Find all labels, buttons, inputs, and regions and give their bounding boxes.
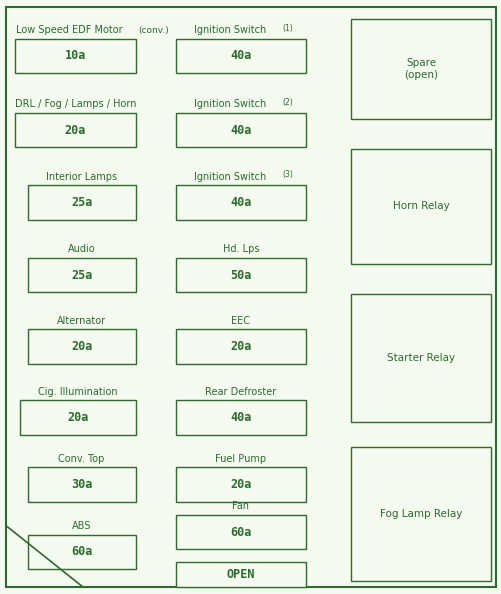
- Bar: [28, 329, 135, 364]
- Text: ABS: ABS: [72, 521, 91, 531]
- Bar: [28, 185, 135, 220]
- Bar: [175, 515, 306, 549]
- Text: 40a: 40a: [230, 124, 251, 137]
- Text: Ignition Switch: Ignition Switch: [194, 25, 266, 35]
- Text: 20a: 20a: [71, 340, 92, 353]
- Text: Low Speed EDF Motor: Low Speed EDF Motor: [16, 25, 122, 35]
- Text: Cig. Illumination: Cig. Illumination: [38, 387, 117, 397]
- Text: (3): (3): [282, 170, 293, 179]
- Text: 20a: 20a: [67, 411, 88, 424]
- Text: (1): (1): [282, 24, 293, 33]
- Text: 25a: 25a: [71, 196, 92, 209]
- Text: Horn Relay: Horn Relay: [392, 201, 449, 211]
- Text: Rear Defroster: Rear Defroster: [205, 387, 276, 397]
- Bar: [175, 113, 306, 147]
- Bar: [351, 294, 490, 422]
- Bar: [15, 39, 135, 73]
- Bar: [175, 467, 306, 502]
- Bar: [351, 19, 490, 119]
- Text: 20a: 20a: [65, 124, 86, 137]
- Bar: [175, 562, 306, 587]
- Text: OPEN: OPEN: [226, 568, 255, 581]
- Bar: [175, 258, 306, 292]
- Text: Fuel Pump: Fuel Pump: [215, 454, 266, 464]
- Text: 40a: 40a: [230, 196, 251, 209]
- Text: 40a: 40a: [230, 49, 251, 62]
- Bar: [175, 400, 306, 435]
- Text: Spare
(open): Spare (open): [403, 58, 437, 80]
- Text: Interior Lamps: Interior Lamps: [46, 172, 117, 182]
- Bar: [28, 258, 135, 292]
- Text: Fog Lamp Relay: Fog Lamp Relay: [379, 509, 461, 519]
- Bar: [175, 329, 306, 364]
- Text: 20a: 20a: [230, 340, 251, 353]
- Text: 60a: 60a: [230, 526, 251, 539]
- Text: 20a: 20a: [230, 478, 251, 491]
- Text: 50a: 50a: [230, 268, 251, 282]
- Bar: [175, 185, 306, 220]
- Text: EEC: EEC: [231, 315, 250, 326]
- Bar: [28, 535, 135, 569]
- Text: Fan: Fan: [232, 501, 249, 511]
- Text: Hd. Lps: Hd. Lps: [222, 244, 259, 254]
- Text: Ignition Switch: Ignition Switch: [194, 172, 266, 182]
- Text: 40a: 40a: [230, 411, 251, 424]
- Bar: [175, 39, 306, 73]
- Text: 30a: 30a: [71, 478, 92, 491]
- Text: Starter Relay: Starter Relay: [386, 353, 454, 363]
- Text: 60a: 60a: [71, 545, 92, 558]
- Text: (conv.): (conv.): [138, 26, 168, 35]
- Bar: [28, 467, 135, 502]
- Bar: [351, 148, 490, 264]
- Bar: [15, 113, 135, 147]
- Text: 10a: 10a: [65, 49, 86, 62]
- Bar: [351, 447, 490, 581]
- Text: DRL / Fog / Lamps / Horn: DRL / Fog / Lamps / Horn: [15, 99, 136, 109]
- Bar: [20, 400, 135, 435]
- Text: 25a: 25a: [71, 268, 92, 282]
- Text: (2): (2): [282, 98, 293, 107]
- Text: Alternator: Alternator: [57, 315, 106, 326]
- Text: Conv. Top: Conv. Top: [58, 454, 105, 464]
- Text: Audio: Audio: [68, 244, 95, 254]
- Text: Ignition Switch: Ignition Switch: [194, 99, 266, 109]
